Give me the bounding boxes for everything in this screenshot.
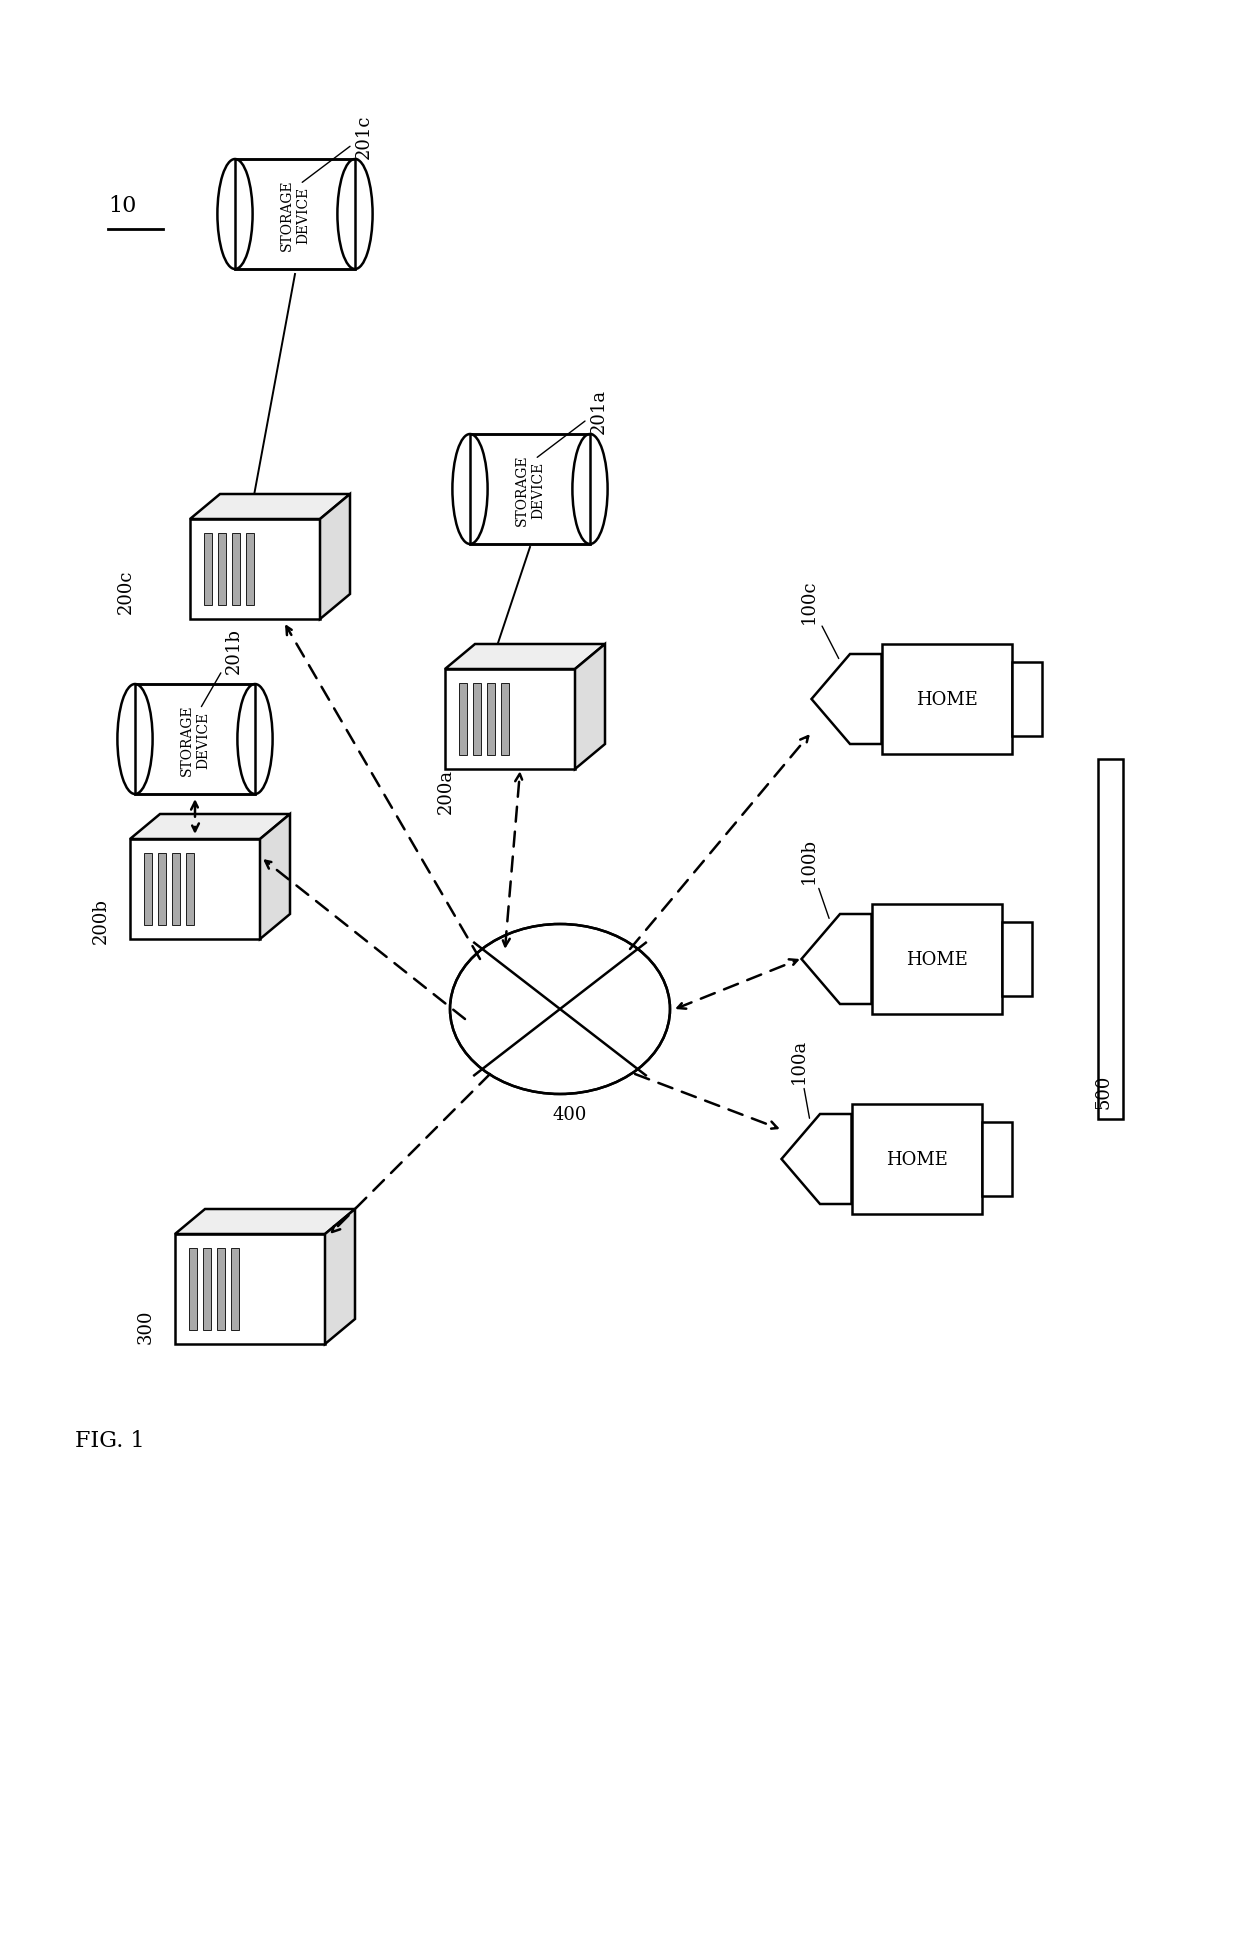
Polygon shape (575, 644, 605, 770)
Polygon shape (872, 904, 1002, 1014)
Polygon shape (175, 1235, 325, 1344)
Text: 10: 10 (108, 196, 136, 217)
Polygon shape (487, 684, 495, 756)
Ellipse shape (217, 159, 253, 270)
Text: 201a: 201a (537, 388, 608, 458)
Polygon shape (811, 655, 882, 745)
Polygon shape (186, 853, 193, 925)
Polygon shape (157, 853, 166, 925)
Ellipse shape (573, 434, 608, 545)
Ellipse shape (337, 159, 372, 270)
Text: 201b: 201b (201, 628, 243, 708)
Ellipse shape (450, 925, 670, 1094)
Text: 100a: 100a (790, 1037, 810, 1119)
Polygon shape (852, 1105, 982, 1214)
Polygon shape (459, 684, 467, 756)
Text: HOME: HOME (885, 1150, 947, 1169)
Polygon shape (205, 533, 212, 605)
Text: 400: 400 (553, 1105, 588, 1123)
Text: HOME: HOME (905, 950, 967, 968)
Polygon shape (982, 1123, 1012, 1196)
Polygon shape (190, 494, 350, 520)
Text: 500: 500 (1095, 1074, 1114, 1109)
Text: STORAGE
DEVICE: STORAGE DEVICE (180, 704, 210, 776)
Polygon shape (1002, 923, 1032, 997)
Polygon shape (144, 853, 153, 925)
Text: 200a: 200a (436, 768, 455, 814)
Text: 200b: 200b (92, 898, 110, 944)
Polygon shape (236, 159, 355, 270)
Polygon shape (130, 814, 290, 840)
Polygon shape (175, 1210, 355, 1235)
Text: STORAGE
DEVICE: STORAGE DEVICE (280, 178, 310, 250)
Polygon shape (135, 684, 255, 795)
Polygon shape (470, 434, 590, 545)
Polygon shape (781, 1115, 852, 1204)
Text: 200c: 200c (117, 570, 135, 613)
Polygon shape (801, 915, 872, 1004)
Polygon shape (190, 520, 320, 620)
Polygon shape (203, 1249, 211, 1330)
Polygon shape (445, 669, 575, 770)
Ellipse shape (118, 684, 153, 795)
Polygon shape (188, 1249, 197, 1330)
Polygon shape (472, 684, 481, 756)
Polygon shape (231, 1249, 239, 1330)
Polygon shape (172, 853, 180, 925)
Polygon shape (1012, 663, 1042, 737)
Polygon shape (130, 840, 260, 940)
Polygon shape (218, 533, 226, 605)
Text: 100c: 100c (800, 580, 838, 659)
Text: STORAGE
DEVICE: STORAGE DEVICE (515, 454, 546, 525)
Text: 300: 300 (136, 1309, 155, 1344)
Polygon shape (260, 814, 290, 940)
Polygon shape (232, 533, 241, 605)
Ellipse shape (453, 434, 487, 545)
Polygon shape (325, 1210, 355, 1344)
Polygon shape (320, 494, 350, 620)
Polygon shape (1097, 760, 1122, 1119)
Ellipse shape (237, 684, 273, 795)
Text: FIG. 1: FIG. 1 (74, 1429, 145, 1450)
Text: 100b: 100b (800, 838, 830, 919)
Polygon shape (217, 1249, 224, 1330)
Polygon shape (246, 533, 254, 605)
Text: 201c: 201c (303, 114, 373, 182)
Polygon shape (445, 644, 605, 669)
Polygon shape (501, 684, 508, 756)
Text: HOME: HOME (915, 690, 977, 708)
Polygon shape (882, 644, 1012, 754)
